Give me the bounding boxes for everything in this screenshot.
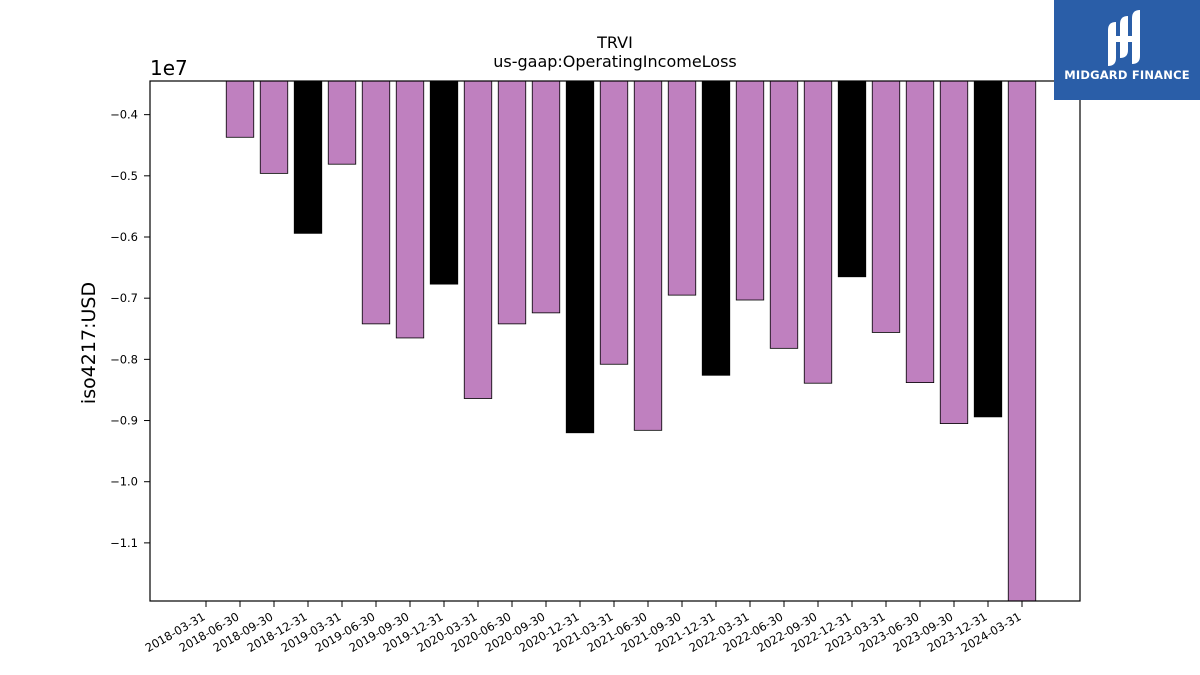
bar-2021-06-30: [633, 80, 663, 431]
bar-2022-06-30: [769, 80, 799, 349]
bar-2019-09-30: [395, 80, 425, 339]
bar-2021-12-31: [701, 80, 731, 376]
bar-2018-12-31: [293, 80, 323, 234]
y-tick-label: −0.8: [110, 352, 138, 366]
bar-2022-03-31: [735, 80, 765, 301]
y-axis-label: iso4217:USD: [78, 282, 100, 404]
bar-2018-06-30: [225, 80, 255, 138]
chart-subtitle: us-gaap:OperatingIncomeLoss: [493, 52, 737, 71]
bar-2024-03-31: [1007, 80, 1037, 602]
bars-layer: [225, 80, 1037, 602]
bar-2023-06-30: [905, 80, 935, 384]
x-ticks: 2018-03-312018-06-302018-09-302018-12-31…: [143, 601, 1024, 655]
bar-2021-09-30: [667, 80, 697, 296]
logo-text: MIDGARD FINANCE: [1064, 68, 1190, 82]
y-tick-label: −0.4: [110, 108, 138, 122]
chart-title: TRVI: [596, 33, 633, 52]
bar-2020-09-30: [531, 80, 561, 314]
y-multiplier-label: 1e7: [150, 56, 188, 80]
y-tick-label: −0.7: [110, 291, 138, 305]
bar-2022-09-30: [803, 80, 833, 384]
bar-2019-12-31: [429, 80, 459, 285]
bar-2020-03-31: [463, 80, 493, 399]
y-tick-label: −1.0: [110, 475, 138, 489]
logo-mark-icon: [1108, 10, 1140, 66]
bar-2020-06-30: [497, 80, 527, 325]
bar-2021-03-31: [599, 80, 629, 365]
bar-2018-09-30: [259, 80, 289, 174]
plot-frame: [149, 80, 1081, 602]
bar-2023-03-31: [871, 80, 901, 333]
bar-2019-06-30: [361, 80, 391, 325]
bar-2023-09-30: [939, 80, 969, 424]
y-ticks: −0.4 −0.5 −0.6 −0.7 −0.8 −0.9 −1.0 −1.1: [110, 108, 150, 550]
y-tick-label: −0.6: [110, 230, 138, 244]
midgard-finance-logo: MIDGARD FINANCE: [1054, 0, 1200, 100]
bar-2020-12-31: [565, 80, 595, 434]
bar-2019-03-31: [327, 80, 357, 165]
y-tick-label: −0.5: [110, 169, 138, 183]
bar-2022-12-31: [837, 80, 867, 278]
y-tick-label: −0.9: [110, 414, 138, 428]
bar-2023-12-31: [973, 80, 1003, 418]
y-tick-label: −1.1: [110, 536, 138, 550]
